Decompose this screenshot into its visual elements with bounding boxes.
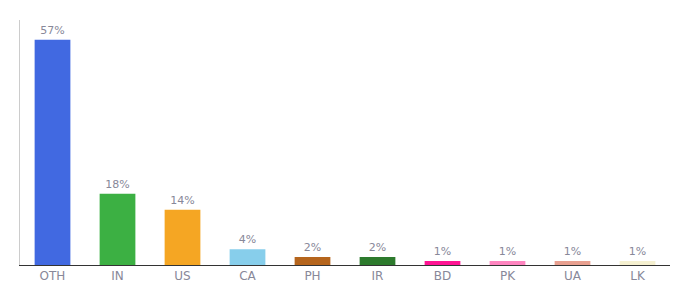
svg-text:14%: 14% bbox=[170, 194, 194, 207]
svg-text:UA: UA bbox=[564, 269, 582, 283]
svg-text:LK: LK bbox=[630, 269, 646, 283]
svg-text:CA: CA bbox=[239, 269, 256, 283]
svg-text:4%: 4% bbox=[239, 233, 256, 246]
svg-text:PH: PH bbox=[304, 269, 320, 283]
svg-text:1%: 1% bbox=[564, 245, 581, 258]
svg-text:1%: 1% bbox=[434, 245, 451, 258]
svg-text:57%: 57% bbox=[40, 24, 64, 37]
svg-text:1%: 1% bbox=[629, 245, 646, 258]
svg-text:2%: 2% bbox=[369, 241, 386, 254]
svg-text:PK: PK bbox=[500, 269, 516, 283]
svg-text:IR: IR bbox=[372, 269, 384, 283]
svg-text:US: US bbox=[174, 269, 190, 283]
svg-text:BD: BD bbox=[434, 269, 451, 283]
svg-text:2%: 2% bbox=[304, 241, 321, 254]
svg-text:1%: 1% bbox=[499, 245, 516, 258]
svg-text:IN: IN bbox=[111, 269, 124, 283]
svg-text:18%: 18% bbox=[105, 178, 129, 191]
svg-text:OTH: OTH bbox=[40, 269, 66, 283]
